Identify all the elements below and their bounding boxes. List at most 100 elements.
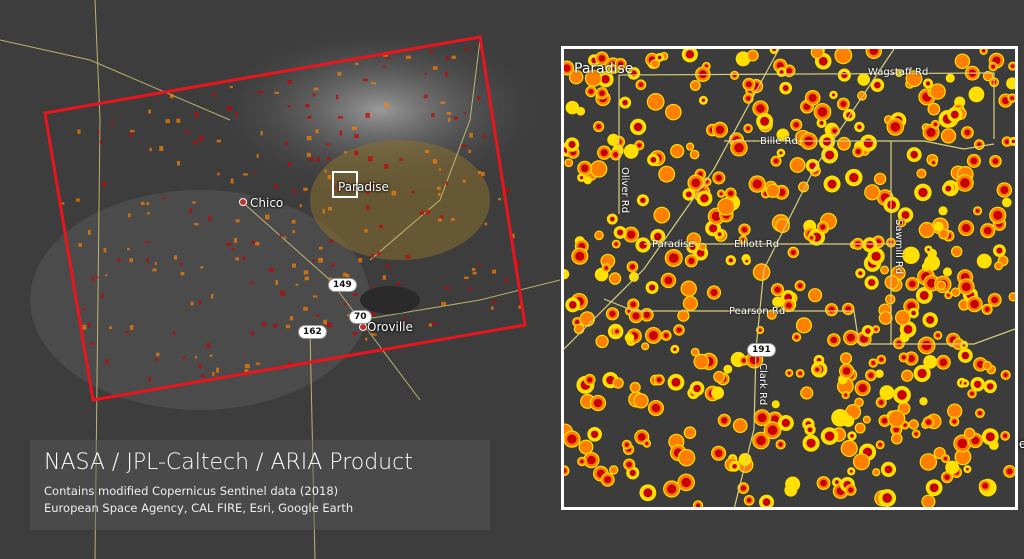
damage-patch	[477, 96, 481, 100]
damage-patch	[440, 101, 446, 104]
damage-patch	[337, 71, 342, 76]
damage-patch	[405, 254, 411, 259]
damage-patch	[664, 276, 673, 285]
damage-patch	[748, 50, 758, 61]
damage-patch	[445, 181, 448, 186]
damage-patch	[624, 442, 629, 447]
damage-patch	[774, 286, 781, 293]
damage-patch	[305, 103, 308, 108]
damage-patch	[911, 310, 916, 316]
damage-patch	[896, 311, 910, 325]
damage-patch	[882, 493, 893, 503]
damage-patch	[919, 397, 928, 406]
damage-patch	[831, 408, 849, 427]
damage-patch	[767, 310, 776, 319]
damage-patch	[651, 403, 661, 413]
damage-patch	[663, 333, 669, 338]
damage-patch	[678, 450, 695, 466]
damage-patch	[365, 337, 368, 341]
damage-patch	[793, 122, 800, 128]
damage-patch	[691, 81, 700, 90]
damage-patch	[432, 322, 437, 325]
chico-marker	[239, 198, 247, 206]
damage-patch	[828, 306, 835, 313]
damage-patch	[590, 430, 599, 439]
damage-patch	[711, 211, 722, 221]
damage-patch	[1001, 97, 1010, 105]
damage-patch	[326, 157, 331, 161]
damage-proxy-overview	[60, 47, 523, 400]
damage-patch	[901, 210, 910, 220]
damage-patch	[405, 55, 411, 59]
damage-patch	[875, 173, 886, 184]
damage-patch	[678, 310, 689, 321]
damage-patch	[690, 150, 699, 159]
damage-patch	[849, 172, 859, 183]
damage-patch	[651, 60, 659, 68]
damage-patch	[685, 191, 692, 198]
damage-patch	[892, 434, 902, 444]
damage-patch	[382, 65, 387, 68]
damage-patch	[198, 300, 202, 305]
damage-patch	[738, 453, 752, 466]
damage-patch	[255, 362, 261, 365]
damage-patch	[781, 418, 791, 428]
damage-patch	[832, 128, 837, 134]
damage-patch	[490, 306, 494, 310]
damage-patch	[445, 56, 449, 61]
damage-patch	[932, 161, 935, 165]
damage-patch	[773, 158, 779, 164]
damage-patch	[983, 362, 991, 370]
damage-patch	[687, 143, 694, 150]
damage-patch	[580, 312, 594, 326]
damage-patch	[869, 49, 879, 56]
damage-patch	[207, 216, 212, 221]
damage-patch	[287, 105, 291, 108]
damage-patch	[604, 266, 609, 270]
damage-patch	[922, 495, 935, 507]
damage-patch	[807, 427, 813, 433]
damage-patch	[91, 277, 95, 282]
damage-patch	[370, 113, 373, 116]
damage-patch	[923, 354, 938, 369]
damage-patch	[354, 62, 359, 65]
damage-patch	[803, 103, 811, 111]
damage-patch	[144, 241, 150, 244]
damage-patch	[386, 263, 390, 269]
damage-patch	[128, 133, 133, 137]
damage-patch	[287, 80, 293, 84]
damage-patch	[824, 431, 835, 441]
damage-patch	[565, 159, 572, 166]
damage-patch	[830, 336, 838, 344]
road-label-bille: Bille Rd	[760, 136, 798, 147]
damage-patch	[307, 115, 312, 119]
damage-patch	[604, 476, 612, 484]
damage-patch	[842, 367, 851, 375]
damage-patch	[1001, 197, 1012, 208]
damage-patch	[776, 128, 790, 142]
damage-patch	[193, 140, 198, 145]
damage-patch	[353, 293, 358, 297]
damage-patch	[87, 229, 91, 235]
damage-patch	[306, 136, 312, 141]
damage-patch	[354, 150, 359, 156]
damage-patch	[757, 413, 767, 423]
damage-patch	[441, 301, 447, 306]
damage-patch	[289, 316, 294, 321]
damage-patch	[865, 240, 874, 249]
damage-patch	[491, 301, 497, 304]
damage-patch	[653, 232, 662, 241]
damage-patch	[492, 269, 497, 274]
damage-patch	[666, 105, 681, 120]
damage-patch	[864, 416, 870, 423]
damage-patch	[648, 94, 664, 110]
damage-patch	[185, 130, 190, 134]
damage-patch	[564, 64, 571, 72]
damage-patch	[190, 301, 194, 306]
damage-patch	[992, 158, 999, 165]
damage-patch	[1010, 64, 1015, 68]
damage-patch	[469, 132, 473, 138]
damage-patch	[399, 157, 403, 161]
damage-patch	[613, 378, 623, 388]
damage-patch	[964, 129, 971, 136]
